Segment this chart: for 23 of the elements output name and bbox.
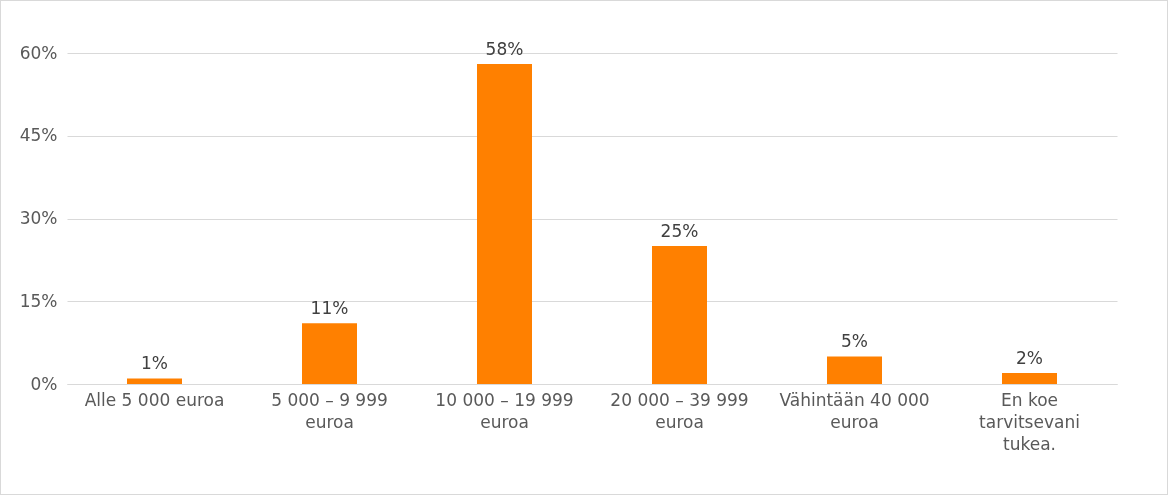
data-label: 25%	[660, 221, 699, 242]
y-tick-label: 60%	[19, 42, 58, 63]
data-label: 5%	[841, 331, 868, 352]
bar	[827, 356, 882, 384]
data-label: 58%	[485, 39, 524, 60]
x-tick-label: 10 000 – 19 999 euroa	[435, 389, 574, 432]
data-label: 11%	[310, 298, 349, 319]
x-tick-label: En koe tarvitsevani tukea.	[979, 389, 1080, 454]
y-tick-label: 30%	[19, 208, 58, 228]
y-tick-label: 45%	[19, 125, 58, 146]
bar	[127, 378, 182, 384]
bar	[302, 323, 357, 384]
bar	[477, 64, 532, 384]
data-label: 1%	[141, 353, 168, 374]
y-tick-label: 0%	[30, 373, 58, 394]
x-tick-label: 20 000 – 39 999 euroa	[610, 389, 749, 432]
bar	[652, 246, 707, 384]
x-tick-label: Alle 5 000 euroa	[84, 389, 225, 410]
y-tick-label: 15%	[19, 290, 58, 311]
x-tick-label: 5 000 – 9 999 euroa	[271, 389, 388, 432]
x-tick-label: Vähintään 40 000 euroa	[779, 389, 930, 432]
data-label: 2%	[1016, 347, 1043, 368]
bar	[1002, 372, 1057, 384]
